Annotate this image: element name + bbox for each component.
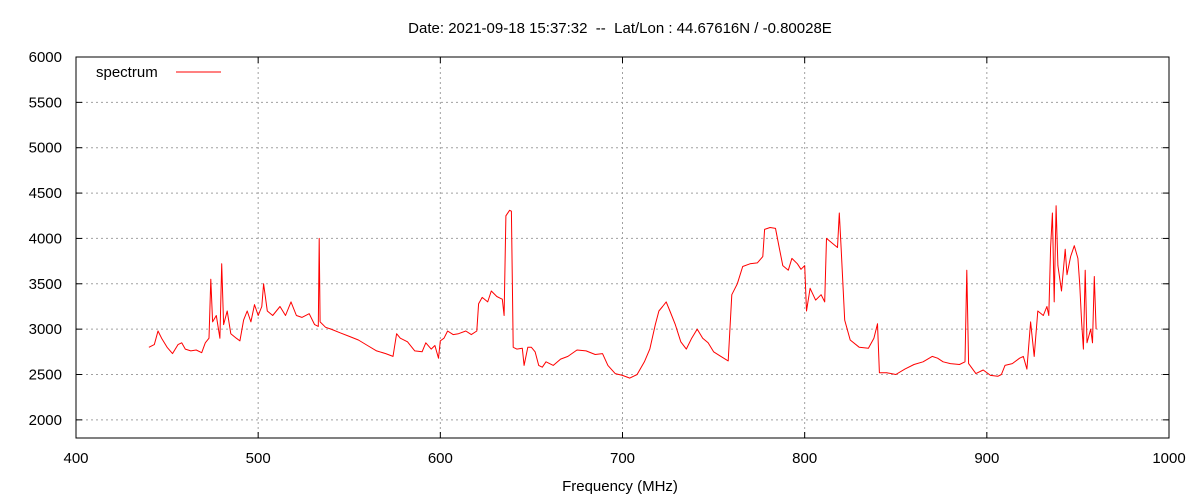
- tick-labels: 400 500 600 700 800 900 1000 2000 2500 3000 3500 40…: [29, 49, 1186, 467]
- y-tick-label: 4500: [29, 185, 62, 202]
- x-tick-label: 400: [63, 450, 88, 467]
- legend: spectrum: [96, 64, 221, 81]
- y-tick-label: 2500: [29, 367, 62, 384]
- y-tick-label: 2000: [29, 412, 62, 429]
- plot-frame: [75, 56, 1170, 439]
- x-tick-label: 700: [610, 450, 635, 467]
- y-tick-label: 5000: [29, 140, 62, 157]
- y-tick-label: 3500: [29, 276, 62, 293]
- y-tick-label: 4000: [29, 230, 62, 247]
- grid: [76, 57, 1169, 438]
- x-tick-label: 1000: [1152, 450, 1185, 467]
- x-tick-label: 600: [428, 450, 453, 467]
- x-axis-title: Frequency (MHz): [562, 478, 678, 495]
- chart-title: Date: 2021-09-18 15:37:32 -- Lat/Lon : 4…: [408, 20, 832, 37]
- x-tick-label: 500: [246, 450, 271, 467]
- y-tick-label: 3000: [29, 321, 62, 338]
- series-line-spectrum: [148, 205, 1097, 379]
- y-tick-label: 5500: [29, 94, 62, 111]
- series-layer: [148, 205, 1097, 379]
- legend-label: spectrum: [96, 64, 158, 81]
- x-tick-label: 800: [792, 450, 817, 467]
- x-tick-label: 900: [974, 450, 999, 467]
- y-tick-label: 6000: [29, 49, 62, 66]
